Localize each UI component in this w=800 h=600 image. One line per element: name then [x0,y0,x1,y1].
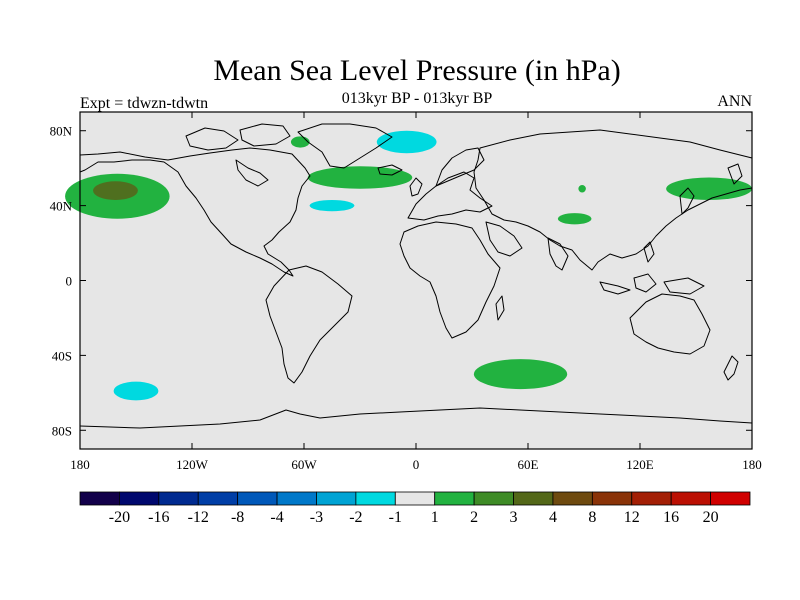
y-tick-label: 0 [66,274,73,289]
colorbar-box [631,491,672,506]
coast-europe [407,171,493,221]
colorbar-label: -1 [389,509,402,526]
anomaly-north-atlantic-high [307,166,413,189]
map-panel: 180 120W 60W 0 60E 120E 180 80N 40N 0 40S 80S [50,111,762,472]
map-background [80,112,752,449]
coast-kamchatka [727,163,743,185]
colorbar-box [237,491,278,506]
colorbar: -20 -16 -12 -8 -4 -3 -2 -1 1 2 3 4 8 12 16 20 [79,491,751,526]
y-tick-label: 40S [52,348,72,363]
y-tick-label: 80S [52,423,72,438]
anomaly-north-pacific-core [93,181,138,200]
colorbar-label: -20 [109,509,130,526]
colorbar-box [355,491,396,506]
colorbar-label: -8 [231,509,244,526]
map-ticks: 180 120W 60W 0 60E 120E 180 80N 40N 0 40S 80S [50,112,762,472]
x-tick-label: 0 [413,457,420,472]
anomaly-central-asia-high [557,213,592,225]
colorbar-label: -12 [188,509,209,526]
anomaly-atlantic-low [309,199,355,212]
coast-greenland [297,123,393,169]
coast-africa [399,221,501,339]
colorbar-box [591,491,633,506]
subtitle: 013kyr BP - 013kyr BP [342,90,493,107]
x-tick-label: 60E [518,457,539,472]
colorbar-box [473,491,514,506]
x-tick-label: 60W [291,457,317,472]
colorbar-box [276,491,317,506]
colorbar-box [552,491,593,506]
coast-australia [629,293,711,355]
colorbar-label: -2 [349,509,362,526]
colorbar-box [710,491,751,506]
anomaly-arctic-low [376,130,437,154]
left-label: Expt = tdwzn-tdwtn [80,95,208,112]
x-tick-label: 180 [70,457,90,472]
coast-arctic-islands [185,123,291,151]
colorbar-box [513,491,554,506]
anomaly-west-pacific-high [666,177,752,200]
colorbar-label: -4 [270,509,283,526]
title: Mean Sea Level Pressure (in hPa) [213,54,620,87]
colorbar-label: 20 [703,509,719,526]
colorbar-label: 8 [588,509,596,526]
colorbar-box [394,491,436,506]
coastlines [79,123,753,429]
coast-indonesia [599,273,705,295]
coast-asia [473,129,753,271]
coast-japan [679,187,695,215]
colorbar-label: 12 [624,509,640,526]
anomaly-south-pacific-low [113,381,159,401]
x-tick-label: 180 [742,457,762,472]
anomaly-siberia-high [578,185,586,193]
colorbar-box [197,491,239,506]
coast-arabia [485,221,523,257]
right-label: ANN [717,93,752,110]
coast-new-zealand [723,355,739,381]
anomaly-south-indian-high [473,359,568,390]
x-tick-label: 120E [626,457,654,472]
colorbar-label: -16 [148,509,169,526]
colorbar-box [158,491,199,506]
y-tick-label: 40N [50,199,73,214]
coast-north-america [79,147,311,277]
colorbar-box [79,491,120,506]
coast-uk [409,177,423,197]
y-tick-label: 80N [50,124,73,139]
coast-hudson-bay [235,159,269,187]
colorbar-box [670,491,711,506]
colorbar-box [119,491,160,506]
coast-india [547,237,569,271]
colorbar-label: -3 [310,509,323,526]
coast-philippines [643,241,655,263]
colorbar-label: 3 [510,509,518,526]
coast-madagascar [495,295,505,321]
colorbar-box [434,491,475,506]
coast-south-america [265,265,353,384]
colorbar-label: 4 [549,509,557,526]
coast-iceland [377,164,403,176]
anomaly-layer [65,130,752,401]
colorbar-box [316,491,357,506]
x-tick-label: 120W [176,457,209,472]
colorbar-label: 1 [431,509,439,526]
anomaly-greenland-sea-high [290,136,310,148]
coast-antarctica [79,407,753,429]
colorbar-label: 2 [470,509,478,526]
colorbar-label: 16 [663,509,679,526]
